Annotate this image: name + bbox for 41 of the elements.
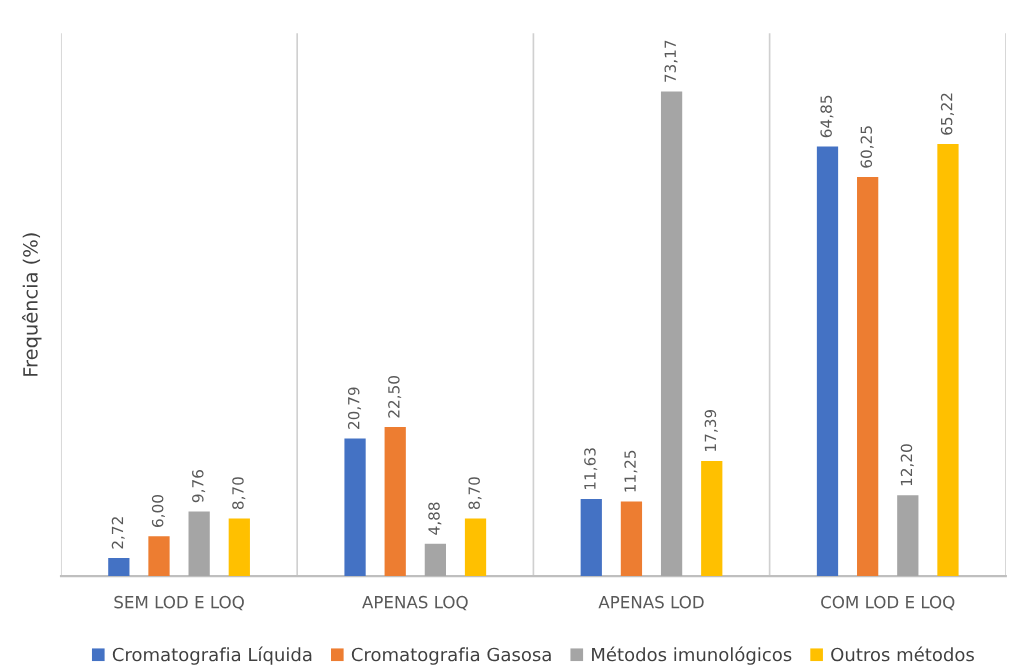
data-label: 4,88 — [428, 502, 442, 535]
data-label: 64,85 — [820, 95, 834, 138]
data-label: 8,70 — [232, 477, 246, 510]
legend-label: Métodos imunológicos — [592, 646, 792, 665]
x-tick-label: APENAS LOQ — [362, 595, 468, 611]
bar — [344, 438, 366, 577]
bar — [857, 177, 879, 577]
bar — [660, 91, 683, 577]
x-tick-label: APENAS LOD — [598, 595, 704, 609]
bar — [580, 499, 602, 577]
data-label: 8,70 — [468, 477, 482, 510]
bar — [701, 460, 723, 577]
legend-label: Cromatografia Líquida — [112, 646, 312, 665]
x-tick-label: SEM LOD E LOQ — [114, 595, 244, 611]
bar — [148, 536, 170, 577]
data-label: 9,76 — [192, 470, 206, 503]
data-label: 12,20 — [900, 444, 914, 486]
data-label: 11,63 — [584, 448, 598, 490]
bar — [464, 518, 487, 577]
data-label: 6,00 — [151, 495, 165, 527]
data-label: 20,79 — [347, 387, 362, 429]
bar — [897, 495, 919, 577]
data-label: 73,17 — [664, 40, 678, 82]
bar — [108, 558, 130, 577]
bar — [228, 518, 250, 577]
bar — [384, 427, 406, 577]
y-axis-title: Frequência (%) — [21, 233, 42, 376]
bar — [816, 146, 839, 577]
data-label: 60,25 — [860, 126, 874, 168]
data-label: 2,72 — [111, 517, 125, 549]
bar — [937, 144, 959, 577]
bar — [188, 511, 210, 577]
x-tick-label: COM LOD E LOQ — [821, 595, 955, 611]
legend-label: Cromatografia Gasosa — [351, 647, 551, 665]
data-label: 11,25 — [624, 450, 638, 492]
data-label: 17,39 — [704, 409, 718, 451]
data-label: 65,22 — [940, 93, 954, 135]
bar — [620, 501, 643, 577]
legend-label: Outros métodos — [831, 646, 974, 662]
data-label: 22,50 — [388, 376, 402, 418]
bar — [424, 543, 446, 577]
